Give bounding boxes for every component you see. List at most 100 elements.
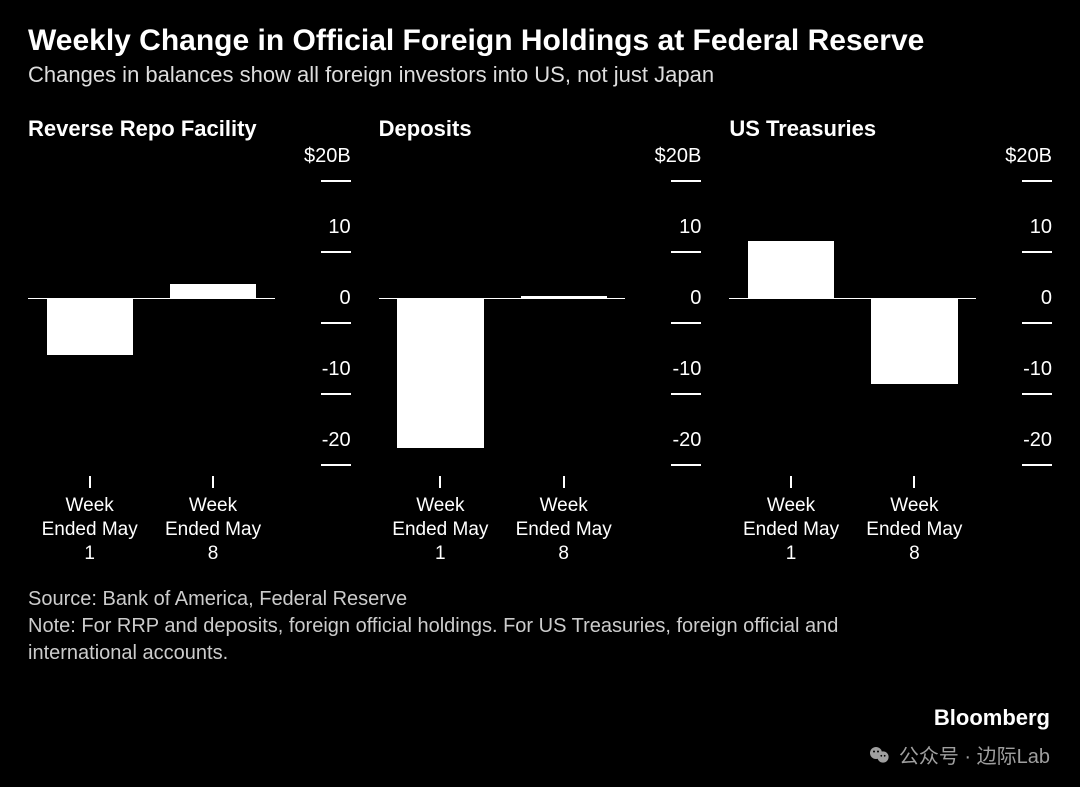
x-tick-mark: [212, 476, 214, 488]
x-label: WeekEnded May8: [853, 476, 976, 565]
x-label-line: Ended May: [379, 518, 502, 542]
x-label-line: 8: [502, 542, 625, 566]
bar: [47, 298, 133, 355]
x-tick-mark: [439, 476, 441, 488]
plot-area: $20B100-10-20WeekEnded May1WeekEnded May…: [28, 156, 351, 536]
source-text: Source: Bank of America, Federal Reserve: [28, 586, 908, 613]
y-tick: 0: [283, 298, 351, 324]
y-tick: -10: [633, 369, 701, 395]
y-tick-mark: [1022, 322, 1052, 324]
y-tick-label: -20: [984, 430, 1052, 450]
y-tick-mark: [671, 464, 701, 466]
y-tick-mark: [1022, 180, 1052, 182]
y-tick: -20: [283, 440, 351, 466]
x-label-line: Week: [502, 494, 625, 518]
x-label-line: Ended May: [502, 518, 625, 542]
y-tick-mark: [321, 464, 351, 466]
y-axis: $20B 10 0 -10 -20: [984, 156, 1052, 476]
x-label-line: Week: [28, 494, 151, 518]
x-label-line: 1: [28, 542, 151, 566]
y-tick: 0: [984, 298, 1052, 324]
y-tick-mark: [321, 393, 351, 395]
y-tick-label: -20: [633, 430, 701, 450]
y-tick-mark: [671, 180, 701, 182]
watermark: 公众号 · 边际Lab: [867, 740, 1050, 769]
bar: [871, 298, 957, 383]
x-label-line: 8: [853, 542, 976, 566]
x-axis: WeekEnded May1WeekEnded May8: [379, 476, 626, 565]
x-label-line: Week: [151, 494, 274, 518]
y-tick: 10: [283, 227, 351, 253]
x-label-line: 1: [379, 542, 502, 566]
y-tick-label: -10: [283, 359, 351, 379]
bars-area: [28, 156, 275, 476]
y-tick-label: -20: [283, 430, 351, 450]
bar: [170, 284, 256, 298]
x-label: WeekEnded May1: [729, 476, 852, 565]
bars-area: [379, 156, 626, 476]
y-tick-label: -10: [984, 359, 1052, 379]
wechat-icon: [867, 743, 891, 767]
x-tick-mark: [89, 476, 91, 488]
y-tick: -20: [984, 440, 1052, 466]
y-tick-label: 10: [283, 217, 351, 237]
x-tick-mark: [790, 476, 792, 488]
x-label: WeekEnded May1: [379, 476, 502, 565]
y-tick-label: $20B: [633, 146, 701, 166]
chart-panel: Reverse Repo Facility$20B100-10-20WeekEn…: [28, 116, 351, 536]
y-tick-mark: [321, 322, 351, 324]
plot-area: $20B100-10-20WeekEnded May1WeekEnded May…: [729, 156, 1052, 536]
x-tick-mark: [563, 476, 565, 488]
y-tick-mark: [671, 322, 701, 324]
chart-panel: Deposits$20B100-10-20WeekEnded May1WeekE…: [379, 116, 702, 536]
bar: [397, 298, 483, 447]
bar: [521, 296, 607, 298]
x-label: WeekEnded May8: [151, 476, 274, 565]
x-axis: WeekEnded May1WeekEnded May8: [28, 476, 275, 565]
chart-panel: US Treasuries$20B100-10-20WeekEnded May1…: [729, 116, 1052, 536]
y-tick-label: 10: [633, 217, 701, 237]
y-tick: 0: [633, 298, 701, 324]
y-tick: $20B: [283, 156, 351, 182]
y-tick-label: 0: [633, 288, 701, 308]
y-tick: -10: [984, 369, 1052, 395]
y-tick-label: 0: [283, 288, 351, 308]
x-label-line: Ended May: [729, 518, 852, 542]
x-label-line: Ended May: [853, 518, 976, 542]
y-tick-label: 0: [984, 288, 1052, 308]
y-tick: 10: [984, 227, 1052, 253]
y-tick-mark: [321, 251, 351, 253]
x-label-line: Week: [379, 494, 502, 518]
panel-title: Reverse Repo Facility: [28, 116, 351, 142]
brand-label: Bloomberg: [934, 705, 1050, 731]
chart-subtitle: Changes in balances show all foreign inv…: [28, 62, 1052, 88]
y-tick-mark: [671, 251, 701, 253]
watermark-text: 公众号 · 边际Lab: [899, 740, 1050, 769]
y-axis: $20B 10 0 -10 -20: [283, 156, 351, 476]
y-tick: -10: [283, 369, 351, 395]
chart-title: Weekly Change in Official Foreign Holdin…: [28, 24, 1052, 58]
panel-title: Deposits: [379, 116, 702, 142]
y-tick: -20: [633, 440, 701, 466]
x-label: WeekEnded May8: [502, 476, 625, 565]
x-tick-mark: [913, 476, 915, 488]
y-tick-mark: [321, 180, 351, 182]
charts-row: Reverse Repo Facility$20B100-10-20WeekEn…: [28, 116, 1052, 536]
y-tick-mark: [1022, 393, 1052, 395]
y-axis: $20B 10 0 -10 -20: [633, 156, 701, 476]
x-axis: WeekEnded May1WeekEnded May8: [729, 476, 976, 565]
plot-area: $20B100-10-20WeekEnded May1WeekEnded May…: [379, 156, 702, 536]
x-label-line: 8: [151, 542, 274, 566]
y-tick: $20B: [984, 156, 1052, 182]
x-label-line: Week: [853, 494, 976, 518]
y-tick-label: $20B: [283, 146, 351, 166]
y-tick-label: -10: [633, 359, 701, 379]
bar: [748, 241, 834, 298]
panel-title: US Treasuries: [729, 116, 1052, 142]
y-tick-mark: [1022, 251, 1052, 253]
x-label-line: Ended May: [28, 518, 151, 542]
note-text: Note: For RRP and deposits, foreign offi…: [28, 613, 908, 667]
y-tick: $20B: [633, 156, 701, 182]
y-tick-label: 10: [984, 217, 1052, 237]
y-tick: 10: [633, 227, 701, 253]
